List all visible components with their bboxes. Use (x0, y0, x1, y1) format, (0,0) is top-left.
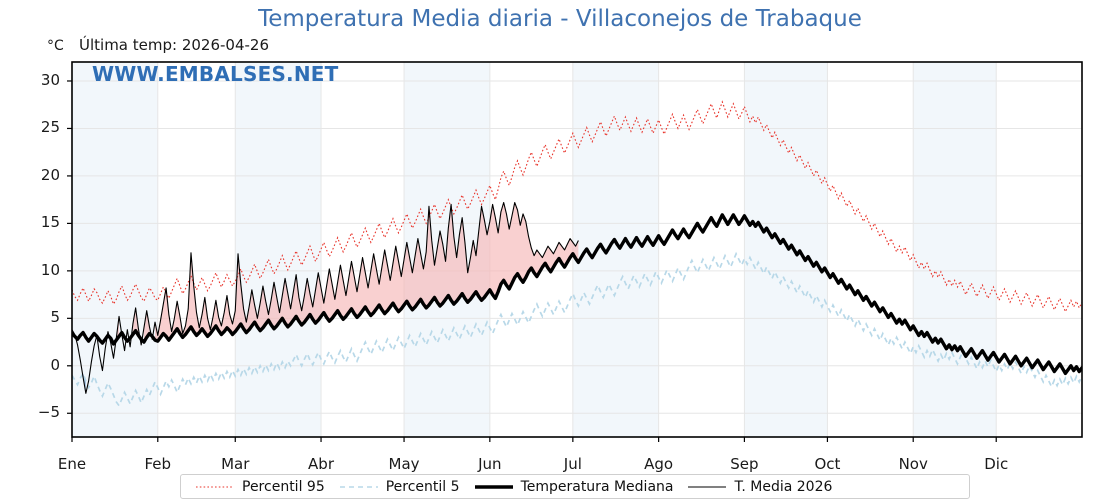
x-tick-label: Mar (221, 455, 250, 473)
y-tick-label: 20 (40, 165, 60, 184)
legend-item[interactable]: Temperatura Mediana (474, 478, 674, 495)
y-tick-label: 0 (50, 355, 60, 374)
x-tick-label: May (388, 455, 420, 473)
legend-swatch-2 (339, 485, 378, 488)
y-tick-label: 25 (40, 118, 60, 137)
legend-label: Percentil 5 (385, 478, 460, 495)
legend-label: Percentil 95 (242, 478, 325, 495)
y-tick-label: 5 (50, 308, 60, 327)
x-tick-label: Sep (730, 455, 759, 473)
y-tick-label: −5 (37, 403, 60, 422)
x-tick-label: Ago (644, 455, 674, 473)
legend-item[interactable]: Percentil 95 (195, 479, 325, 495)
legend-swatch-4 (688, 486, 727, 487)
y-tick-label: 15 (40, 213, 60, 232)
y-tick-label: 30 (40, 70, 60, 89)
x-tick-label: Jul (563, 455, 582, 473)
chart-legend: Percentil 95 Percentil 5 Temperatura Media… (180, 474, 970, 499)
x-tick-label: Dic (984, 455, 1009, 473)
legend-label: Temperatura Mediana (520, 478, 674, 495)
legend-swatch-3 (474, 484, 513, 489)
x-tick-label: Nov (898, 455, 928, 473)
x-tick-label: Oct (814, 455, 841, 473)
legend-item[interactable]: Percentil 5 (339, 479, 460, 495)
x-tick-label: Jun (478, 455, 502, 473)
legend-item[interactable]: T. Media 2026 (687, 479, 832, 495)
x-tick-label: Ene (57, 455, 87, 473)
x-tick-label: Feb (144, 455, 172, 473)
y-tick-label: 10 (40, 260, 60, 279)
x-tick-label: Abr (308, 455, 334, 473)
y-axis-unit-label: °C (47, 38, 64, 54)
last-temp-label: Última temp: 2026-04-26 (79, 36, 270, 54)
page-title: Temperatura Media diaria - Villaconejos … (258, 6, 862, 32)
legend-label: T. Media 2026 (734, 478, 833, 495)
legend-swatch-1 (196, 486, 234, 487)
